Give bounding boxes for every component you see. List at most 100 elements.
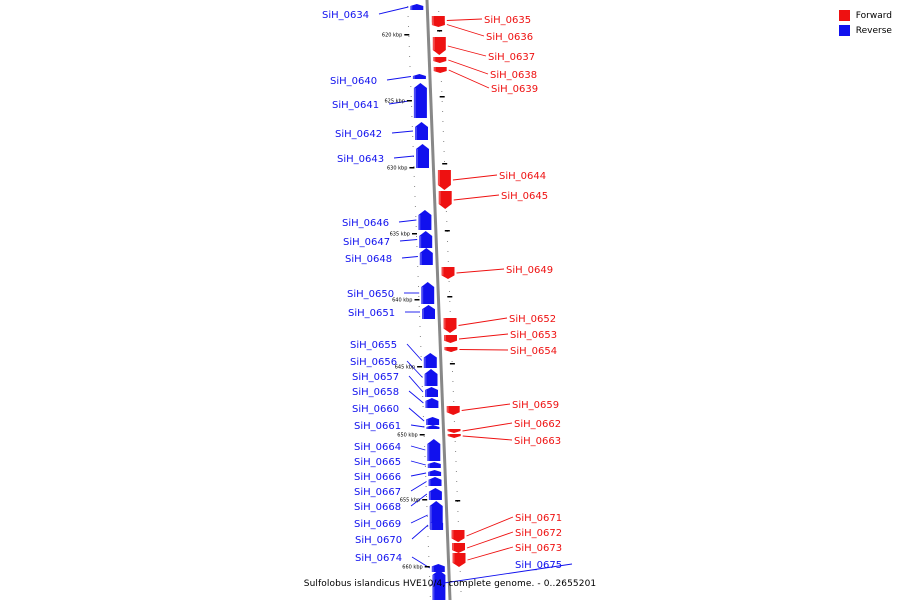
gene-sih-0674[interactable] (431, 564, 445, 572)
gene-sih-0637[interactable] (432, 37, 446, 55)
gene-bevel (452, 553, 455, 563)
gene-arrow[interactable] (410, 4, 424, 10)
gene-sih-0659[interactable] (446, 406, 460, 415)
gene-sih-0673[interactable] (452, 553, 466, 567)
gene-sih-0640[interactable] (412, 74, 426, 79)
gene-arrow[interactable] (428, 488, 442, 500)
gene-arrow[interactable] (428, 477, 442, 486)
gene-arrow[interactable] (423, 353, 437, 368)
track-dot (429, 596, 431, 597)
gene-sih-0664[interactable] (427, 439, 441, 461)
gene-sih-0638[interactable] (433, 57, 447, 63)
gene-sih-0646[interactable] (418, 210, 432, 230)
gene-sih-0666[interactable] (428, 470, 442, 476)
label-connector (406, 360, 423, 378)
gene-arrow[interactable] (430, 520, 444, 530)
gene-label: SiH_0653 (510, 330, 557, 341)
gene-sih-0650[interactable] (421, 282, 435, 304)
gene-sih-0654[interactable] (444, 347, 458, 352)
gene-arrow[interactable] (415, 122, 428, 140)
gene-arrow[interactable] (444, 335, 457, 343)
gene-sih-0642[interactable] (415, 122, 428, 140)
gene-arrow[interactable] (416, 144, 429, 168)
gene-sih-0636[interactable] (431, 22, 445, 27)
track-dot (455, 471, 457, 472)
gene-arrow[interactable] (438, 191, 452, 209)
gene-sih-0649[interactable] (441, 267, 455, 279)
gene-sih-0670[interactable] (430, 520, 444, 530)
gene-arrow[interactable] (451, 530, 465, 542)
gene-sih-0661[interactable] (426, 425, 440, 429)
gene-sih-0662[interactable] (447, 429, 461, 433)
gene-sih-0657[interactable] (425, 387, 438, 397)
gene-sih-0665[interactable] (427, 462, 441, 468)
gene-arrow[interactable] (418, 210, 432, 230)
gene-arrow[interactable] (419, 248, 433, 265)
gene-arrow[interactable] (443, 318, 457, 333)
gene-arrow[interactable] (421, 282, 435, 304)
gene-sih-0645[interactable] (438, 191, 452, 209)
legend-item-forward: Forward (838, 8, 892, 23)
gene-arrow[interactable] (437, 170, 451, 190)
track-dot (453, 401, 455, 402)
gene-arrow[interactable] (432, 570, 446, 600)
gene-sih-0655[interactable] (423, 353, 437, 368)
gene-arrow[interactable] (428, 470, 442, 476)
gene-arrow[interactable] (419, 231, 433, 248)
gene-bevel (443, 318, 446, 329)
gene-arrow[interactable] (433, 57, 447, 63)
gene-arrow[interactable] (427, 462, 441, 468)
gene-sih-0667[interactable] (428, 477, 442, 486)
gene-arrow[interactable] (452, 543, 465, 553)
gene-sih-0641[interactable] (413, 83, 427, 118)
track-dot (455, 451, 457, 452)
gene-arrow[interactable] (447, 434, 461, 438)
gene-arrow[interactable] (447, 429, 461, 433)
track-dot (460, 591, 462, 592)
tick-label: 620 kbp (382, 33, 402, 39)
gene-arrow[interactable] (426, 425, 440, 429)
gene-bevel (428, 472, 431, 476)
gene-arrow[interactable] (446, 406, 460, 415)
track-dot (447, 251, 449, 252)
gene-sih-0644[interactable] (437, 170, 451, 190)
track-dot (428, 556, 430, 557)
gene-sih-0639[interactable] (433, 67, 447, 73)
gene-arrow[interactable] (452, 553, 466, 567)
gene-features (410, 4, 466, 600)
gene-sih-0652[interactable] (443, 318, 457, 333)
gene-arrow[interactable] (425, 398, 439, 408)
gene-sih-0643[interactable] (416, 144, 429, 168)
gene-arrow[interactable] (413, 83, 427, 118)
gene-arrow[interactable] (432, 37, 446, 55)
track-dot (441, 101, 443, 102)
gene-arrow[interactable] (431, 22, 445, 27)
gene-sih-0651[interactable] (422, 305, 435, 319)
gene-sih-0648[interactable] (419, 248, 433, 265)
track-dot (414, 196, 416, 197)
gene-arrow[interactable] (426, 417, 440, 425)
gene-bevel (424, 374, 427, 386)
gene-sih-0675[interactable] (432, 570, 446, 600)
gene-arrow[interactable] (425, 387, 438, 397)
gene-arrow[interactable] (427, 439, 441, 461)
gene-sih-0656[interactable] (424, 369, 438, 386)
gene-arrow[interactable] (412, 74, 426, 79)
gene-sih-0634[interactable] (410, 4, 424, 10)
gene-sih-0653[interactable] (444, 335, 457, 343)
gene-sih-0647[interactable] (419, 231, 433, 248)
gene-sih-0672[interactable] (452, 543, 465, 553)
gene-arrow[interactable] (444, 347, 458, 352)
gene-arrow[interactable] (433, 67, 447, 73)
gene-sih-0660[interactable] (426, 417, 440, 425)
gene-sih-0663[interactable] (447, 434, 461, 438)
gene-sih-0658[interactable] (425, 398, 439, 408)
gene-bevel (432, 575, 435, 600)
gene-arrow[interactable] (422, 305, 435, 319)
gene-sih-0668[interactable] (428, 488, 442, 500)
gene-arrow[interactable] (441, 267, 455, 279)
gene-arrow[interactable] (424, 369, 438, 386)
gene-bevel (433, 67, 436, 71)
gene-arrow[interactable] (431, 564, 445, 572)
gene-sih-0671[interactable] (451, 530, 465, 542)
